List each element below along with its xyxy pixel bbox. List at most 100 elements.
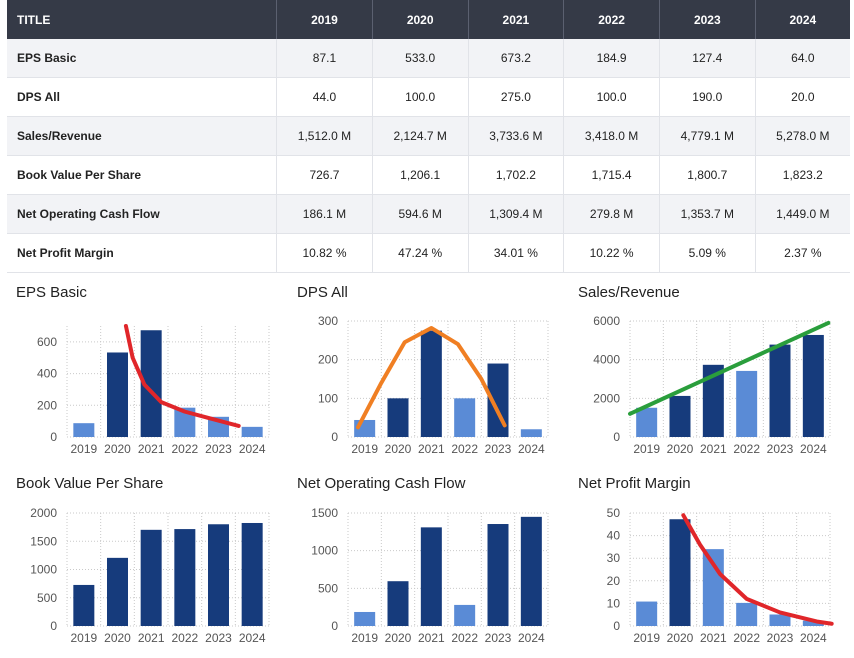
x-tick-label: 2022 [733,442,760,456]
table-cell: 533.0 [371,39,469,78]
x-tick-label: 2024 [518,631,545,645]
chart-title-dps-all: DPS All [297,284,348,301]
y-tick-label: 4000 [593,353,620,367]
chart-title-sales-revenue: Sales/Revenue [578,284,680,301]
x-tick-label: 2019 [70,442,97,456]
y-tick-label: 2000 [30,506,57,520]
table-cell: 20.0 [754,77,850,117]
table-cell: 186.1 M [276,194,373,234]
y-tick-label: 40 [607,529,621,543]
table-cell: 100.0 [371,77,469,117]
y-tick-label: 1000 [30,563,57,577]
x-tick-label: 2023 [485,631,512,645]
x-tick-label: 2022 [171,442,198,456]
x-tick-label: 2021 [700,442,727,456]
x-tick-label: 2023 [205,442,232,456]
y-tick-label: 20 [607,574,621,588]
y-tick-label: 400 [37,367,57,381]
table-cell: 1,823.2 [754,155,850,195]
table-cell: 1,715.4 [563,155,660,195]
header-year: 2020 [371,0,469,39]
x-tick-label: 2023 [205,631,232,645]
chart-1: 0 100 200 300 2019 2020 2021 2022 2023 2024 [318,314,549,456]
x-tick-label: 2020 [385,631,412,645]
bar [769,614,791,626]
table-cell: 279.8 M [563,194,660,234]
bar [107,557,128,626]
trend-overlay-line [356,325,507,430]
y-tick-label: 500 [37,591,57,605]
row-label: Net Profit Margin [7,233,277,273]
x-tick-label: 2021 [700,631,727,645]
x-tick-label: 2020 [385,442,412,456]
chart-3: 0 500 1000 1500 2000 2019 2020 2021 2022 2023 2024 [30,506,270,645]
bar [387,581,409,626]
table-cell: 2.37 % [754,233,850,273]
x-tick-label: 2019 [351,631,378,645]
x-tick-label: 2019 [351,442,378,456]
bar [73,584,95,626]
y-tick-label: 2000 [593,391,620,405]
table-cell: 5.09 % [658,233,756,273]
x-tick-label: 2022 [451,442,478,456]
chart-0: 0 200 400 600 2019 2020 2021 2022 2023 2024 [37,324,270,456]
y-tick-label: 1500 [311,506,338,520]
x-tick-label: 2020 [667,442,694,456]
bar [669,519,691,626]
table-row: DPS All 44.0 100.0 275.0 100.0 190.0 20.… [7,77,850,117]
trend-overlay-line [681,513,834,626]
x-tick-label: 2021 [138,442,165,456]
y-tick-label: 0 [331,619,338,633]
x-tick-label: 2020 [667,631,694,645]
table-cell: 44.0 [276,77,373,117]
x-tick-label: 2024 [239,442,266,456]
y-tick-label: 0 [331,430,338,444]
header-year: 2022 [563,0,660,39]
row-label: Sales/Revenue [7,116,277,156]
table-cell: 1,309.4 M [467,194,564,234]
y-tick-label: 30 [607,551,621,565]
bar [354,611,376,626]
table-cell: 1,206.1 [371,155,469,195]
header-year: 2019 [276,0,373,39]
y-tick-label: 0 [50,619,57,633]
x-tick-label: 2022 [171,631,198,645]
x-tick-label: 2020 [104,631,131,645]
table-cell: 47.24 % [371,233,469,273]
x-tick-label: 2019 [633,631,660,645]
x-tick-label: 2024 [800,631,827,645]
bar [669,395,691,437]
x-tick-label: 2022 [733,631,760,645]
bar [241,426,263,437]
table-cell: 1,702.2 [467,155,564,195]
x-tick-label: 2024 [239,631,266,645]
x-tick-label: 2021 [418,442,445,456]
chart-title-eps-basic: EPS Basic [16,284,87,301]
table-cell: 87.1 [276,39,373,78]
table-row: Sales/Revenue 1,512.0 M 2,124.7 M 3,733.… [7,116,850,156]
table-cell: 10.22 % [563,233,660,273]
row-label: DPS All [7,77,277,117]
table-cell: 1,449.0 M [754,194,850,234]
table-row: EPS Basic 87.1 533.0 673.2 184.9 127.4 6… [7,39,850,78]
table-cell: 127.4 [658,39,756,78]
x-tick-label: 2020 [104,442,131,456]
bar [140,330,162,437]
table-cell: 64.0 [754,39,850,78]
bar [387,398,409,437]
row-label: Book Value Per Share [7,155,277,195]
bar [208,524,229,626]
bar [736,370,758,437]
table-cell: 4,779.1 M [658,116,756,156]
bar [487,524,509,626]
row-label: Net Operating Cash Flow [7,194,277,234]
y-tick-label: 500 [318,581,338,595]
chart-5: 0 10 20 30 40 50 2019 2020 2021 2022 2023 2024 [607,506,834,645]
table-row: Book Value Per Share 726.7 1,206.1 1,702… [7,155,850,195]
header-year: 2021 [467,0,564,39]
x-tick-label: 2019 [633,442,660,456]
table-cell: 1,512.0 M [276,116,373,156]
table-cell: 673.2 [467,39,564,78]
bar [454,398,476,437]
chart-title-book-value: Book Value Per Share [16,475,164,492]
